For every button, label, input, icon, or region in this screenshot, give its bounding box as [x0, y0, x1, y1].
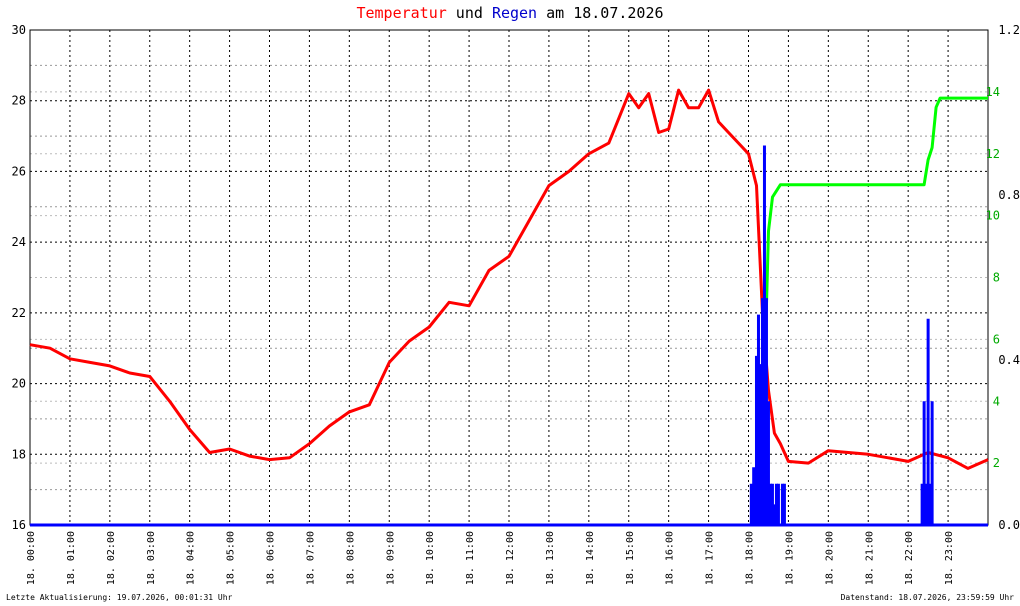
footer-data-status: Datenstand: 18.07.2026, 23:59:59 Uhr — [840, 593, 1014, 602]
y-left-tick-label: 24 — [12, 235, 26, 249]
rain-rate-bar — [764, 298, 768, 525]
y-left-tick-label: 20 — [12, 377, 26, 391]
temperature-line — [29, 88, 989, 470]
x-tick-label: 18. 04:00 — [186, 531, 197, 585]
x-tick-label: 18. 13:00 — [545, 531, 556, 585]
x-tick-label: 18. 05:00 — [226, 531, 237, 585]
x-tick-label: 18. 19:00 — [784, 531, 795, 585]
x-tick-label: 18. 08:00 — [345, 531, 356, 585]
rain-rate-bar — [749, 483, 753, 525]
rain-rate-bar — [782, 483, 786, 525]
y-right-rate-tick-label: 1.2 — [998, 23, 1020, 37]
title-date: am 18.07.2026 — [537, 4, 664, 22]
rain-rate-bar — [776, 483, 780, 525]
rain-rate-bar — [926, 318, 930, 525]
rain-rate-bar — [772, 504, 776, 525]
y-right-sum-tick-label: 8 — [993, 271, 1000, 285]
rain-rate-bar — [752, 467, 756, 525]
title-temperature: Temperatur — [356, 4, 447, 22]
rain-rate-bar — [928, 483, 932, 525]
rain-rate-bar — [922, 401, 926, 525]
y-right-sum-tick-label: 12 — [986, 147, 1000, 161]
rain-rate-bar — [766, 401, 770, 525]
chart-title: Temperatur und Regen am 18.07.2026 — [0, 4, 1020, 22]
x-tick-label: 18. 15:00 — [625, 531, 636, 585]
y-right-sum-tick-label: 4 — [993, 394, 1000, 408]
y-left-tick-label: 22 — [12, 306, 26, 320]
rain-rate-bar — [770, 483, 774, 525]
rain-rate-bar — [762, 145, 766, 525]
x-tick-label: 18. 18:00 — [745, 531, 756, 585]
title-rain: Regen — [491, 4, 538, 22]
y-right-sum-tick-label: 10 — [986, 209, 1000, 223]
rain-rate-bar — [920, 483, 924, 525]
x-tick-label: 18. 10:00 — [425, 531, 436, 585]
y-left-tick-label: 18 — [12, 447, 26, 461]
x-tick-label: 18. 14:00 — [585, 531, 596, 585]
x-tick-label: 18. 09:00 — [385, 531, 396, 585]
x-tick-label: 18. 23:00 — [944, 531, 955, 585]
x-tick-label: 18. 01:00 — [66, 531, 77, 585]
rain-rate-bar — [758, 364, 762, 525]
rain-sum-line — [759, 96, 988, 526]
x-tick-label: 18. 03:00 — [146, 531, 157, 585]
rain-rate-bar — [768, 483, 772, 525]
x-tick-label: 18. 02:00 — [106, 531, 117, 585]
y-right-sum-tick-label: 14 — [986, 85, 1000, 99]
rain-rate-bar — [780, 483, 784, 525]
y-right-rate-tick-label: 0.0 — [998, 518, 1020, 532]
x-tick-label: 18. 00:00 — [26, 531, 37, 585]
x-tick-label: 18. 17:00 — [705, 531, 716, 585]
x-tick-label: 18. 12:00 — [505, 531, 516, 585]
y-left-tick-label: 16 — [12, 518, 26, 532]
x-tick-label: 18. 20:00 — [824, 531, 835, 585]
footer-last-update: Letzte Aktualisierung: 19.07.2026, 00:01… — [6, 593, 233, 602]
y-right-rate-tick-label: 0.8 — [998, 188, 1020, 202]
y-left-tick-label: 30 — [12, 23, 26, 37]
x-tick-label: 18. 11:00 — [465, 531, 476, 585]
rain-rate-bar — [754, 355, 758, 525]
x-tick-label: 18. 22:00 — [904, 531, 915, 585]
rain-rate-bar — [760, 298, 764, 525]
x-tick-label: 18. 06:00 — [266, 531, 277, 585]
x-tick-label: 18. 21:00 — [864, 531, 875, 585]
rain-rate-bar — [924, 483, 928, 525]
rain-rate-bar — [930, 401, 934, 525]
y-right-sum-tick-label: 2 — [993, 456, 1000, 470]
title-und: und — [446, 4, 492, 22]
x-tick-label: 18. 16:00 — [665, 531, 676, 585]
y-left-tick-label: 28 — [12, 94, 26, 108]
y-right-rate-tick-label: 0.4 — [998, 353, 1020, 367]
y-right-sum-tick-label: 6 — [993, 332, 1000, 346]
rain-rate-bar — [756, 314, 760, 525]
rain-rate-bar — [774, 483, 778, 525]
y-left-tick-label: 26 — [12, 164, 26, 178]
x-tick-label: 18. 07:00 — [305, 531, 316, 585]
